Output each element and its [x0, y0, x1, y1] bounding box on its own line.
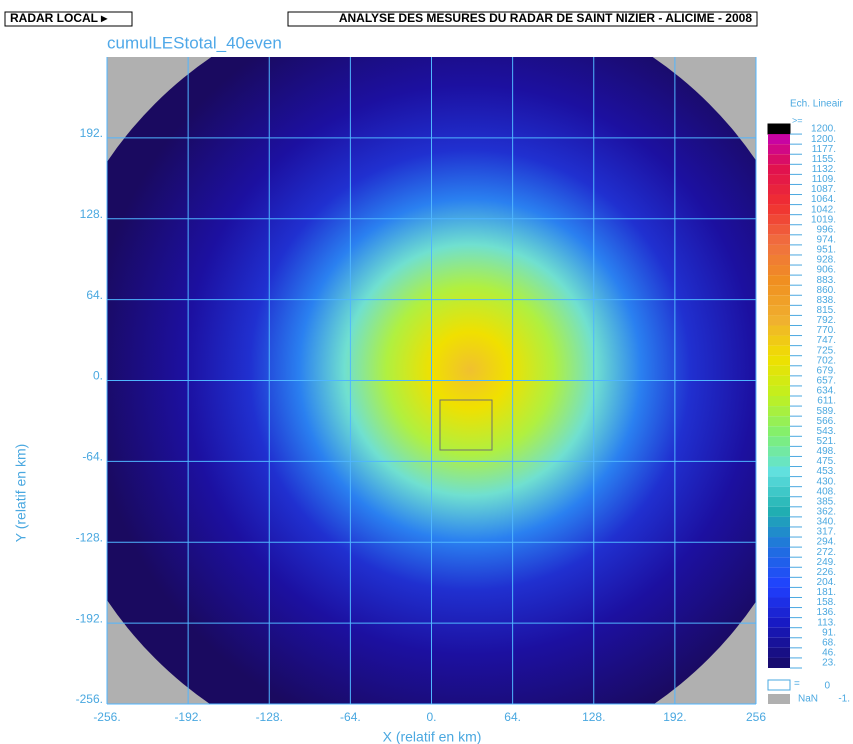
- colorbar-swatch: [768, 527, 790, 537]
- colorbar-swatch: [768, 295, 790, 305]
- colorbar-swatch: [768, 215, 790, 225]
- colorbar-swatch: [768, 477, 790, 487]
- colorbar-top-sign: >=: [792, 115, 803, 125]
- colorbar-title: Ech. Lineair: [790, 99, 843, 110]
- colorbar-swatch: [768, 124, 790, 134]
- colorbar-swatch: [768, 587, 790, 597]
- colorbar-swatch: [768, 184, 790, 194]
- colorbar-swatch: [768, 396, 790, 406]
- colorbar-swatch: [768, 164, 790, 174]
- colorbar-swatch: [768, 416, 790, 426]
- tab-label[interactable]: RADAR LOCAL ▸: [10, 11, 108, 25]
- x-axis-label: X (relatif en km): [383, 729, 482, 744]
- colorbar-swatch: [768, 406, 790, 416]
- colorbar-zero-label: 0: [824, 681, 830, 692]
- colorbar-swatch: [768, 144, 790, 154]
- colorbar-nan-text: NaN: [798, 694, 818, 705]
- colorbar-swatch: [768, 557, 790, 567]
- colorbar-swatch: [768, 154, 790, 164]
- colorbar-swatch: [768, 467, 790, 477]
- colorbar-swatch: [768, 577, 790, 587]
- y-tick-label: -256.: [76, 692, 103, 706]
- y-tick-label: -64.: [82, 450, 103, 464]
- y-axis-label: Y (relatif en km): [13, 444, 29, 543]
- colorbar-swatch: [768, 638, 790, 648]
- colorbar-swatch: [768, 618, 790, 628]
- colorbar-swatch: [768, 517, 790, 527]
- colorbar-swatch: [768, 235, 790, 245]
- colorbar-swatch: [768, 265, 790, 275]
- colorbar-label: 23.: [822, 658, 836, 669]
- colorbar-swatch: [768, 336, 790, 346]
- colorbar-swatch: [768, 426, 790, 436]
- colorbar-swatch: [768, 325, 790, 335]
- y-tick-label: 64.: [86, 288, 103, 302]
- x-tick-label: 0.: [426, 710, 436, 724]
- colorbar-swatch: [768, 134, 790, 144]
- colorbar-zero-sign: =: [794, 679, 800, 690]
- colorbar-swatch: [768, 275, 790, 285]
- colorbar-swatch: [768, 174, 790, 184]
- colorbar-swatch: [768, 315, 790, 325]
- colorbar-swatch: [768, 386, 790, 396]
- x-tick-label: 128.: [582, 710, 605, 724]
- x-tick-label: -192.: [174, 710, 201, 724]
- y-tick-label: 128.: [80, 207, 103, 221]
- colorbar-swatch: [768, 225, 790, 235]
- colorbar-swatch: [768, 446, 790, 456]
- colorbar-swatch: [768, 376, 790, 386]
- colorbar-nan-label: -1.: [838, 694, 850, 705]
- colorbar-swatch: [768, 346, 790, 356]
- x-tick-label: 192.: [663, 710, 686, 724]
- colorbar-swatch: [768, 547, 790, 557]
- x-tick-label: -64.: [340, 710, 361, 724]
- colorbar-swatch: [768, 597, 790, 607]
- colorbar-swatch: [768, 648, 790, 658]
- y-tick-label: -192.: [76, 611, 103, 625]
- colorbar-swatch: [768, 497, 790, 507]
- colorbar-nan-swatch: [768, 694, 790, 704]
- x-tick-label: -128.: [256, 710, 283, 724]
- colorbar-swatch: [768, 205, 790, 215]
- colorbar-swatch: [768, 608, 790, 618]
- colorbar-swatch: [768, 436, 790, 446]
- y-tick-label: 0.: [93, 369, 103, 383]
- colorbar-swatch: [768, 285, 790, 295]
- colorbar-swatch: [768, 255, 790, 265]
- header-title: ANALYSE DES MESURES DU RADAR DE SAINT NI…: [339, 11, 752, 25]
- y-tick-label: -128.: [76, 530, 103, 544]
- x-tick-label: -256.: [93, 710, 120, 724]
- colorbar-swatch: [768, 658, 790, 668]
- x-tick-label: 256: [746, 710, 766, 724]
- colorbar-swatch: [768, 567, 790, 577]
- y-tick-label: 192.: [80, 126, 103, 140]
- colorbar-zero-swatch: [768, 680, 790, 690]
- colorbar-swatch: [768, 366, 790, 376]
- chart: RADAR LOCAL ▸ ANALYSE DES MESURES DU RAD…: [0, 0, 853, 744]
- colorbar-swatch: [768, 487, 790, 497]
- colorbar-swatch: [768, 245, 790, 255]
- colorbar-swatch: [768, 195, 790, 205]
- colorbar-swatch: [768, 628, 790, 638]
- chart-title: cumulLEStotal_40even: [107, 33, 282, 52]
- colorbar-swatch: [768, 456, 790, 466]
- colorbar-swatch: [768, 356, 790, 366]
- colorbar-swatch: [768, 537, 790, 547]
- colorbar-swatch: [768, 305, 790, 315]
- colorbar-swatch: [768, 507, 790, 517]
- x-tick-label: 64.: [504, 710, 521, 724]
